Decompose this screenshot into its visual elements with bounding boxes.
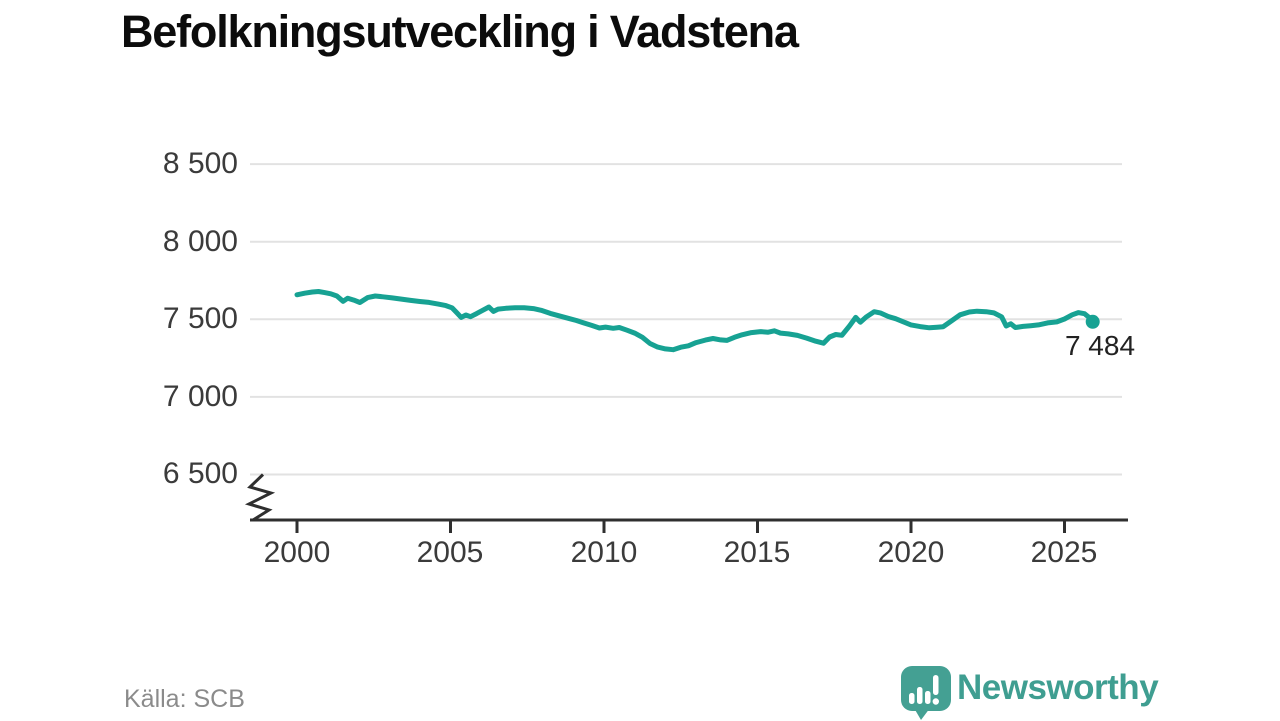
source-note: Källa: SCB	[124, 685, 245, 713]
x-tick-label: 2000	[263, 536, 331, 569]
x-tick-label: 2015	[723, 536, 791, 569]
x-tick-label: 2020	[877, 536, 945, 569]
chart-title: Befolkningsutveckling i Vadstena	[121, 6, 799, 57]
y-gridlines	[250, 163, 1122, 476]
x-tick-label: 2005	[416, 536, 484, 569]
axis-break-icon	[244, 473, 276, 522]
last-point-marker	[1085, 314, 1100, 329]
last-value-label: 7 484	[1064, 330, 1136, 361]
newsworthy-logo	[899, 663, 953, 721]
newsworthy-logo-icon	[901, 666, 951, 720]
x-axis	[250, 518, 1128, 533]
y-tick-label: 7 500	[162, 302, 238, 335]
y-tick-label: 6 500	[162, 457, 238, 490]
x-tick-label: 2025	[1030, 536, 1098, 569]
y-tick-label: 8 500	[162, 147, 238, 180]
x-tick-label: 2010	[570, 536, 638, 569]
y-tick-label: 7 000	[162, 380, 238, 413]
y-tick-label: 8 000	[162, 225, 238, 258]
population-line	[294, 289, 1096, 353]
newsworthy-wordmark: Newsworthy	[957, 668, 1159, 707]
